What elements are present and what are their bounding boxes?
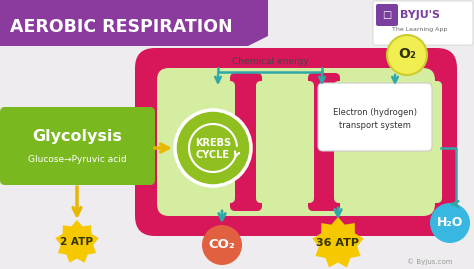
Text: Glycolysis: Glycolysis <box>32 129 122 143</box>
Text: KREBS: KREBS <box>195 138 231 148</box>
Text: CYCLE: CYCLE <box>196 150 230 160</box>
FancyBboxPatch shape <box>230 73 262 211</box>
FancyBboxPatch shape <box>318 83 432 151</box>
FancyBboxPatch shape <box>157 68 435 216</box>
Text: H₂O: H₂O <box>437 217 463 229</box>
FancyBboxPatch shape <box>376 4 398 26</box>
Text: BYJU'S: BYJU'S <box>400 10 440 20</box>
Text: CO₂: CO₂ <box>209 239 236 252</box>
Polygon shape <box>0 0 268 46</box>
Text: 36 ATP: 36 ATP <box>317 238 359 248</box>
Text: O₂: O₂ <box>398 47 416 61</box>
Text: 2 ATP: 2 ATP <box>61 237 93 247</box>
Circle shape <box>430 203 470 243</box>
FancyBboxPatch shape <box>0 107 155 185</box>
Text: The Learning App: The Learning App <box>392 27 447 33</box>
FancyBboxPatch shape <box>168 81 235 203</box>
Text: Electron (hydrogen)
transport system: Electron (hydrogen) transport system <box>333 108 417 130</box>
FancyBboxPatch shape <box>373 1 473 45</box>
Text: © Byjus.com: © Byjus.com <box>407 259 453 265</box>
Circle shape <box>175 110 251 186</box>
Polygon shape <box>312 217 364 267</box>
Circle shape <box>202 225 242 265</box>
Text: Chemical energy: Chemical energy <box>232 58 309 66</box>
Text: Glucose→Pyruvic acid: Glucose→Pyruvic acid <box>27 155 126 165</box>
FancyBboxPatch shape <box>256 81 314 203</box>
Circle shape <box>387 35 427 75</box>
Text: □: □ <box>383 10 392 20</box>
Polygon shape <box>55 220 99 263</box>
FancyBboxPatch shape <box>135 48 457 236</box>
FancyBboxPatch shape <box>334 81 442 203</box>
FancyBboxPatch shape <box>308 73 340 211</box>
Text: AEROBIC RESPIRATION: AEROBIC RESPIRATION <box>10 18 233 36</box>
